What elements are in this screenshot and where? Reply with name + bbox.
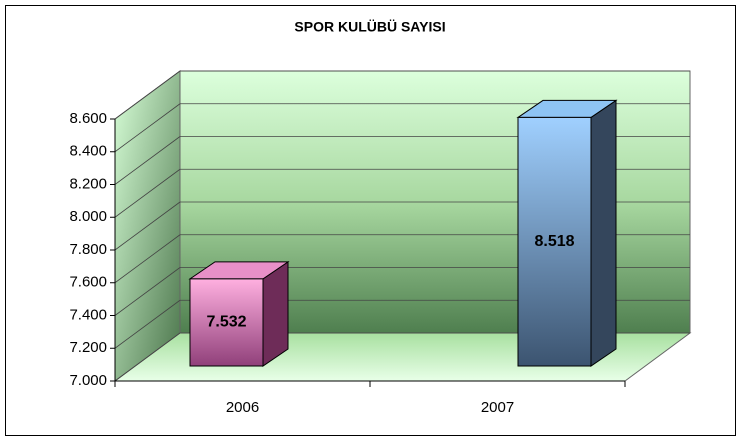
- y-tick-label: 8.400: [69, 143, 107, 160]
- value-label: 8.518: [534, 233, 574, 250]
- grid-line: [114, 136, 181, 185]
- bar: [189, 278, 264, 367]
- y-tick-label: 7.400: [69, 306, 107, 323]
- value-label: 7.532: [206, 314, 246, 331]
- y-tick-label: 7.600: [69, 274, 107, 291]
- y-tick-label: 7.000: [69, 372, 107, 389]
- y-tick-label: 8.600: [69, 110, 107, 127]
- y-tick-label: 7.800: [69, 241, 107, 258]
- y-tick-label: 8.200: [69, 175, 107, 192]
- grid-line: [114, 332, 181, 382]
- grid-line: [114, 299, 181, 349]
- grid-line: [114, 168, 181, 218]
- grid-line: [114, 201, 181, 251]
- y-tick-label: 8.000: [69, 208, 107, 225]
- bar-side: [262, 260, 289, 367]
- chart-title: SPOR KULÜBÜ SAYISI: [294, 19, 445, 35]
- x-tick-label: 2006: [226, 399, 259, 416]
- grid-line: [114, 70, 181, 120]
- grid-line: [114, 103, 181, 153]
- bar-side: [590, 99, 617, 367]
- grid-line: [114, 267, 181, 316]
- y-tick-label: 7.200: [69, 339, 107, 356]
- x-tick-label: 2007: [481, 399, 514, 416]
- bar: [517, 116, 592, 367]
- grid-line: [114, 234, 181, 284]
